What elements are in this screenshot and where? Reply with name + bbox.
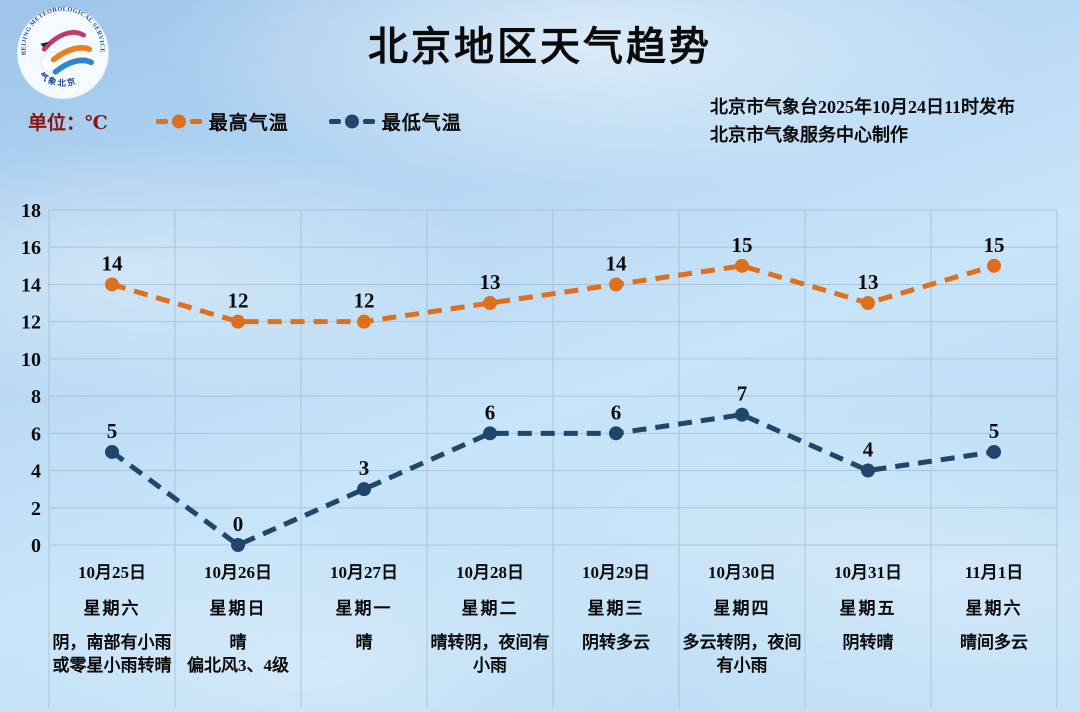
legend-item-max-temp: 最高气温 [155,108,289,135]
temperature-trend-chart: 0 2 4 6 8 10 12 14 16 18 14 12 12 13 14 15 13 15 5 0 3 6 6 7 4 5 [21,200,1058,708]
logo-stripe-orange [50,45,93,63]
data-point-label: 13 [858,270,879,294]
data-point [861,296,875,311]
data-point-label: 0 [233,512,244,536]
y-tick-label: 0 [31,535,41,557]
data-point-label: 13 [480,270,501,294]
data-point [987,444,1001,459]
y-tick-label: 4 [31,461,41,483]
y-tick-label: 18 [21,200,41,222]
logo-plane-icon [40,41,50,48]
data-point [987,258,1001,273]
series-line-0 [111,263,995,325]
data-point-label: 12 [354,289,375,313]
y-tick-label: 2 [31,498,41,520]
data-point-label: 3 [359,456,370,480]
publish-info-line1: 北京市气象台2025年10月24日11时发布 [710,97,1016,117]
data-point [105,277,119,292]
data-point-label: 14 [606,251,628,275]
beijing-meteorological-service-logo-icon: BEIJING METEOROLOGICAL SERVICE 气象北京 [16,6,110,100]
y-tick-label: 14 [21,274,41,296]
data-point-label: 15 [984,233,1005,257]
y-tick-label: 16 [21,237,41,259]
data-point [231,538,245,552]
y-tick-label: 12 [21,312,41,334]
page-title: 北京地区天气趋势 [368,24,712,69]
data-point-label: 5 [989,419,1000,443]
data-point [609,426,623,441]
data-point-label: 12 [228,289,249,313]
data-point-label: 5 [107,419,118,443]
data-point [861,463,875,478]
data-point-label: 15 [732,233,753,257]
min-temp-line-icon [328,114,375,128]
max-temp-line-icon [155,114,202,128]
data-point [483,296,497,311]
legend-label-max-temp: 最高气温 [208,112,289,134]
data-point [483,426,497,441]
legend-row: 单位：℃ 最高气温 最低气温 [28,106,502,136]
logo-stripe-blue [52,57,95,75]
data-point [105,444,119,459]
data-point-label: 7 [737,382,748,406]
data-point [609,277,623,292]
data-point-label: 6 [611,400,622,424]
legend-label-min-temp: 最低气温 [381,112,462,134]
data-point [735,258,749,273]
data-point-label: 6 [485,400,496,424]
data-point-label: 14 [102,251,124,275]
unit-label: 单位：℃ [28,112,108,134]
data-point-label: 4 [863,438,874,462]
logo-stripe-red [41,30,87,52]
legend-item-min-temp: 最低气温 [328,108,462,135]
data-point [735,407,749,422]
series-line-1 [110,412,995,548]
y-tick-label: 10 [21,349,41,371]
y-tick-label: 8 [31,386,41,408]
data-point [231,314,245,329]
publish-info-line2: 北京市气象服务中心制作 [710,124,908,145]
publish-info: 北京市气象台2025年10月24日11时发布 北京市气象服务中心制作 [710,94,1015,150]
y-tick-label: 6 [31,423,41,445]
data-point [357,314,371,329]
data-point [357,482,371,497]
